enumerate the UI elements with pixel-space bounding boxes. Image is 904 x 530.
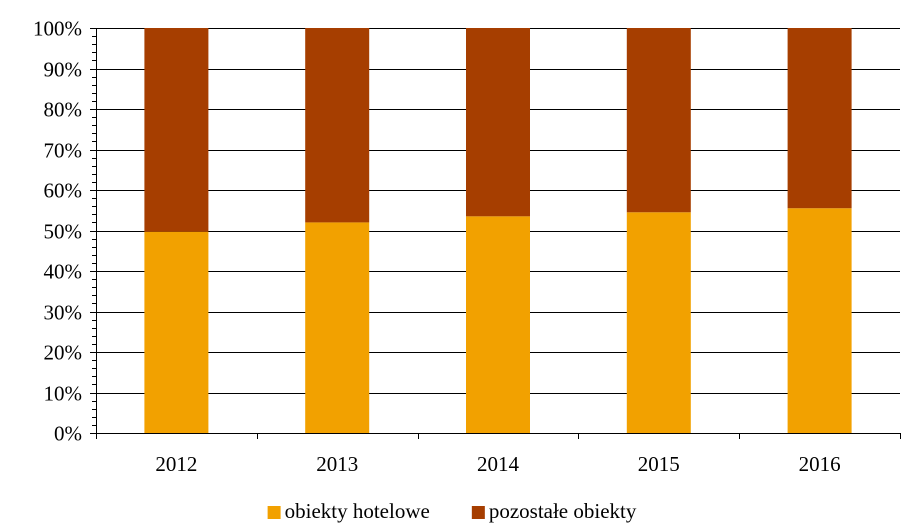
legend-label: obiekty hotelowe <box>285 499 430 523</box>
legend-swatch <box>267 506 281 519</box>
y-tick-label: 90% <box>44 58 83 82</box>
bar-segment-obiekty-hotelowe <box>787 208 852 433</box>
y-tick-label: 50% <box>44 220 83 244</box>
y-tick-label: 20% <box>44 341 83 365</box>
bar-segment-pozostale-obiekty <box>626 28 691 213</box>
bar-segment-obiekty-hotelowe <box>144 231 209 433</box>
x-tick-label: 2013 <box>316 452 358 476</box>
x-tick-label: 2016 <box>799 452 841 476</box>
y-tick-label: 60% <box>44 179 83 203</box>
y-tick-labels: 0% 10% 20% 30% 40% 50% 60% 70% 80% 90% 100% <box>33 17 82 446</box>
bar-segment-pozostale-obiekty <box>787 28 852 209</box>
legend-swatch <box>471 506 485 519</box>
bar-segment-obiekty-hotelowe <box>626 212 691 433</box>
y-tick-label: 10% <box>44 382 83 406</box>
y-tick-label: 40% <box>44 260 83 284</box>
y-tick-label: 30% <box>44 301 83 325</box>
bar-segment-pozostale-obiekty <box>305 28 370 223</box>
x-tick-labels: 2012 2013 2014 2015 2016 <box>155 452 840 476</box>
y-tick-label: 70% <box>44 139 83 163</box>
legend: obiekty hotelowe pozostałe obiekty <box>267 499 637 523</box>
bar-segment-pozostale-obiekty <box>144 28 209 232</box>
x-tick-label: 2012 <box>155 452 197 476</box>
bar-segment-pozostale-obiekty <box>466 28 530 217</box>
x-tick-label: 2015 <box>638 452 680 476</box>
legend-label: pozostałe obiekty <box>489 499 637 523</box>
bar-segment-obiekty-hotelowe <box>305 222 370 433</box>
bar-segment-obiekty-hotelowe <box>466 216 530 433</box>
x-tick-label: 2014 <box>477 452 520 476</box>
bars <box>144 28 852 433</box>
y-tick-label: 80% <box>44 98 83 122</box>
y-tick-label: 100% <box>33 17 82 41</box>
axes <box>90 28 901 439</box>
y-tick-label: 0% <box>54 422 82 446</box>
